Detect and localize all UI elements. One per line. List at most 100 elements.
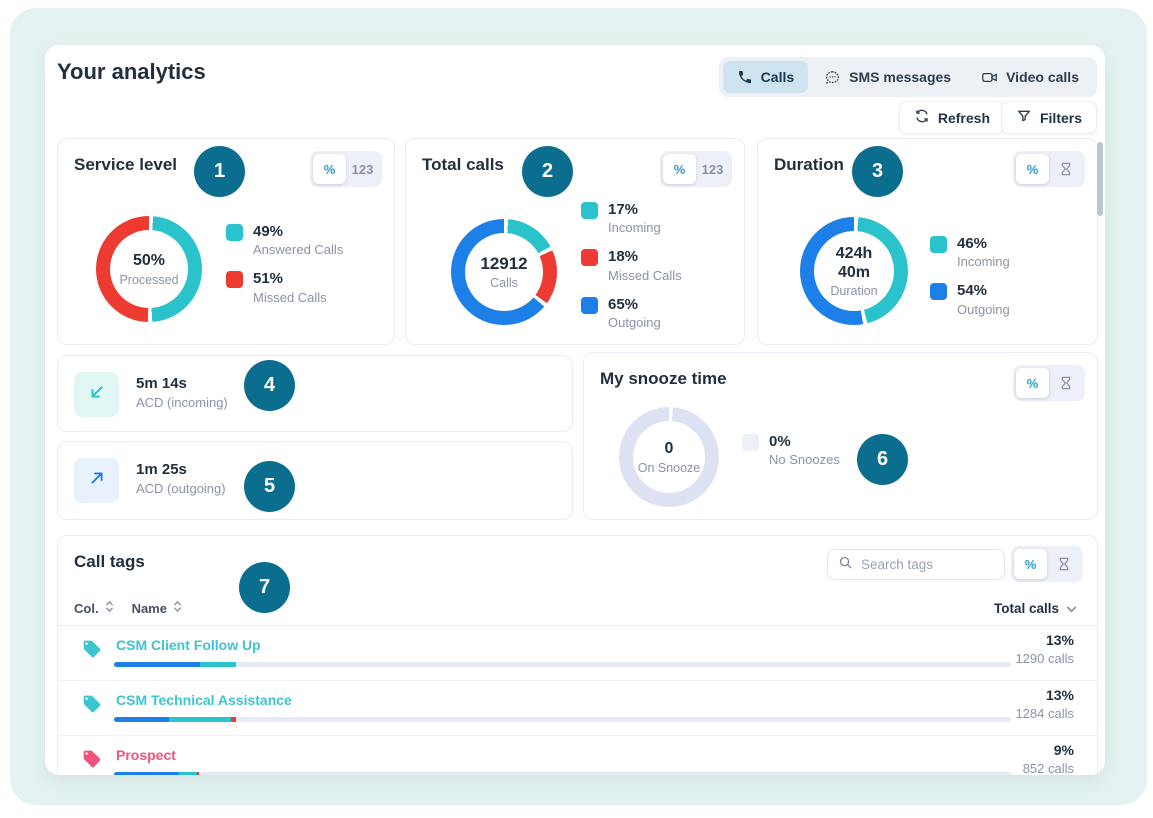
tab-sms-messages[interactable]: SMS messages — [810, 61, 965, 93]
video-icon — [981, 69, 998, 86]
refresh-icon — [914, 108, 930, 127]
total-calls-title: Total calls — [422, 155, 504, 174]
percent-toggle[interactable]: % — [663, 154, 696, 184]
donut-center-value: 0 — [664, 440, 674, 458]
tag-icon — [82, 749, 102, 769]
legend-swatch — [742, 434, 759, 451]
percent-toggle[interactable]: % — [1014, 549, 1047, 579]
legend-item: 54% Outgoing — [930, 282, 1010, 317]
hourglass-toggle[interactable] — [1049, 368, 1082, 398]
duration-unit-toggle: % — [1013, 151, 1085, 187]
donut-center-label: Duration — [830, 284, 878, 299]
donut-center-label: Processed — [119, 272, 179, 287]
filter-icon — [1016, 108, 1032, 127]
service-level-title: Service level — [74, 155, 178, 174]
tab-video-calls[interactable]: Video calls — [967, 61, 1093, 93]
column-header-name[interactable]: Name — [132, 600, 182, 616]
tag-name-link[interactable]: CSM Technical Assistance — [116, 692, 292, 708]
tag-row: CSM Client Follow Up 13% 1290 calls — [58, 626, 1097, 681]
bar-segment — [114, 772, 180, 775]
tag-row: CSM Technical Assistance 13% 1284 calls — [58, 681, 1097, 736]
donut-center-value: 424h 40m — [835, 244, 873, 281]
hourglass-toggle[interactable] — [1047, 549, 1080, 579]
percent-toggle[interactable]: % — [313, 154, 346, 184]
snooze-unit-toggle: % — [1013, 365, 1085, 401]
legend-swatch — [581, 249, 598, 267]
legend-swatch — [930, 283, 947, 301]
acd-outgoing-label: ACD (outgoing) — [136, 481, 226, 496]
tag-icon — [82, 639, 102, 659]
total-calls-unit-toggle: % 123 — [660, 151, 732, 187]
number-toggle[interactable]: 123 — [351, 161, 374, 177]
annotation-badge-5: 5 — [244, 461, 295, 512]
total-calls-card: Total calls % 123 12912 Calls 17% Incomi… — [405, 138, 745, 345]
acd-incoming-card: 5m 14s ACD (incoming) — [57, 355, 573, 432]
page-title: Your analytics — [57, 59, 206, 84]
tag-icon — [82, 694, 102, 714]
legend-item: 0% No Snoozes — [742, 433, 840, 467]
legend-swatch — [226, 271, 243, 289]
filters-button[interactable]: Filters — [1000, 101, 1097, 134]
tab-calls[interactable]: Calls — [722, 61, 809, 93]
annotation-badge-4: 4 — [244, 360, 295, 411]
channel-tabbar: Calls SMS messages Video calls — [718, 57, 1097, 97]
annotation-badge-2: 2 — [522, 146, 573, 197]
tag-search-input[interactable] — [861, 557, 981, 572]
hourglass-icon — [1058, 161, 1074, 177]
call-tags-card: Call tags % Col. Name — [57, 535, 1098, 775]
duration-legend: 46% Incoming 54% Outgoing — [930, 235, 1010, 317]
duration-title: Duration — [774, 155, 844, 174]
divider — [58, 625, 1097, 626]
tags-table-header: Col. Name Total calls — [74, 600, 1077, 616]
tags-unit-toggle: % — [1011, 546, 1083, 582]
bar-segment — [196, 772, 200, 775]
annotation-badge-7: 7 — [239, 562, 290, 613]
filters-label: Filters — [1039, 109, 1082, 126]
donut-center-label: On Snooze — [637, 460, 701, 475]
snooze-time-title: My snooze time — [600, 369, 727, 388]
sort-by-dropdown[interactable]: Total calls — [994, 601, 1077, 616]
service-level-donut: 50% Processed — [96, 216, 202, 322]
duration-card: Duration % 424h 40m Duration 46% Incomin… — [757, 138, 1098, 345]
vertical-scrollbar[interactable] — [1097, 142, 1103, 216]
tag-name-link[interactable]: Prospect — [116, 747, 176, 763]
percent-toggle[interactable]: % — [1016, 368, 1049, 398]
snooze-donut: 0 On Snooze — [619, 407, 719, 507]
tag-row: Prospect 9% 852 calls — [58, 736, 1097, 775]
snooze-legend: 0% No Snoozes — [742, 433, 840, 467]
arrow-up-right-icon — [86, 467, 108, 494]
legend-swatch — [226, 224, 243, 241]
annotation-badge-6: 6 — [857, 434, 908, 485]
legend-item: 51% Missed Calls — [226, 270, 343, 305]
service-level-unit-toggle: % 123 — [310, 151, 382, 187]
legend-item: 49% Answered Calls — [226, 223, 343, 257]
total-calls-donut: 12912 Calls — [451, 219, 557, 325]
legend-swatch — [581, 296, 598, 314]
donut-center-value: 12912 — [480, 253, 528, 273]
chevron-down-icon — [1066, 601, 1077, 616]
call-tags-title: Call tags — [74, 552, 145, 571]
number-toggle[interactable]: 123 — [701, 161, 724, 177]
tag-call-count: 852 calls — [1022, 761, 1074, 775]
bar-segment — [231, 717, 236, 722]
hourglass-toggle[interactable] — [1049, 154, 1082, 184]
arrow-down-left-icon — [86, 381, 108, 408]
acd-incoming-label: ACD (incoming) — [136, 395, 228, 410]
service-level-legend: 49% Answered Calls 51% Missed Calls — [226, 223, 343, 305]
tag-call-count: 1290 calls — [1015, 651, 1074, 666]
phone-icon — [737, 69, 753, 85]
percent-toggle[interactable]: % — [1016, 154, 1049, 184]
tag-name-link[interactable]: CSM Client Follow Up — [116, 637, 261, 653]
sort-icon — [173, 600, 182, 616]
acd-incoming-value: 5m 14s — [136, 375, 187, 392]
column-header-col[interactable]: Col. — [74, 600, 114, 616]
acd-outgoing-card: 1m 25s ACD (outgoing) — [57, 441, 573, 520]
tag-call-count: 1284 calls — [1015, 706, 1074, 721]
legend-item: 18% Missed Calls — [581, 248, 682, 283]
bar-segment — [200, 662, 236, 667]
refresh-button[interactable]: Refresh — [898, 101, 1005, 134]
duration-donut: 424h 40m Duration — [800, 217, 908, 325]
legend-item: 65% Outgoing — [581, 296, 682, 330]
annotation-badge-3: 3 — [852, 146, 903, 197]
refresh-label: Refresh — [937, 109, 990, 126]
